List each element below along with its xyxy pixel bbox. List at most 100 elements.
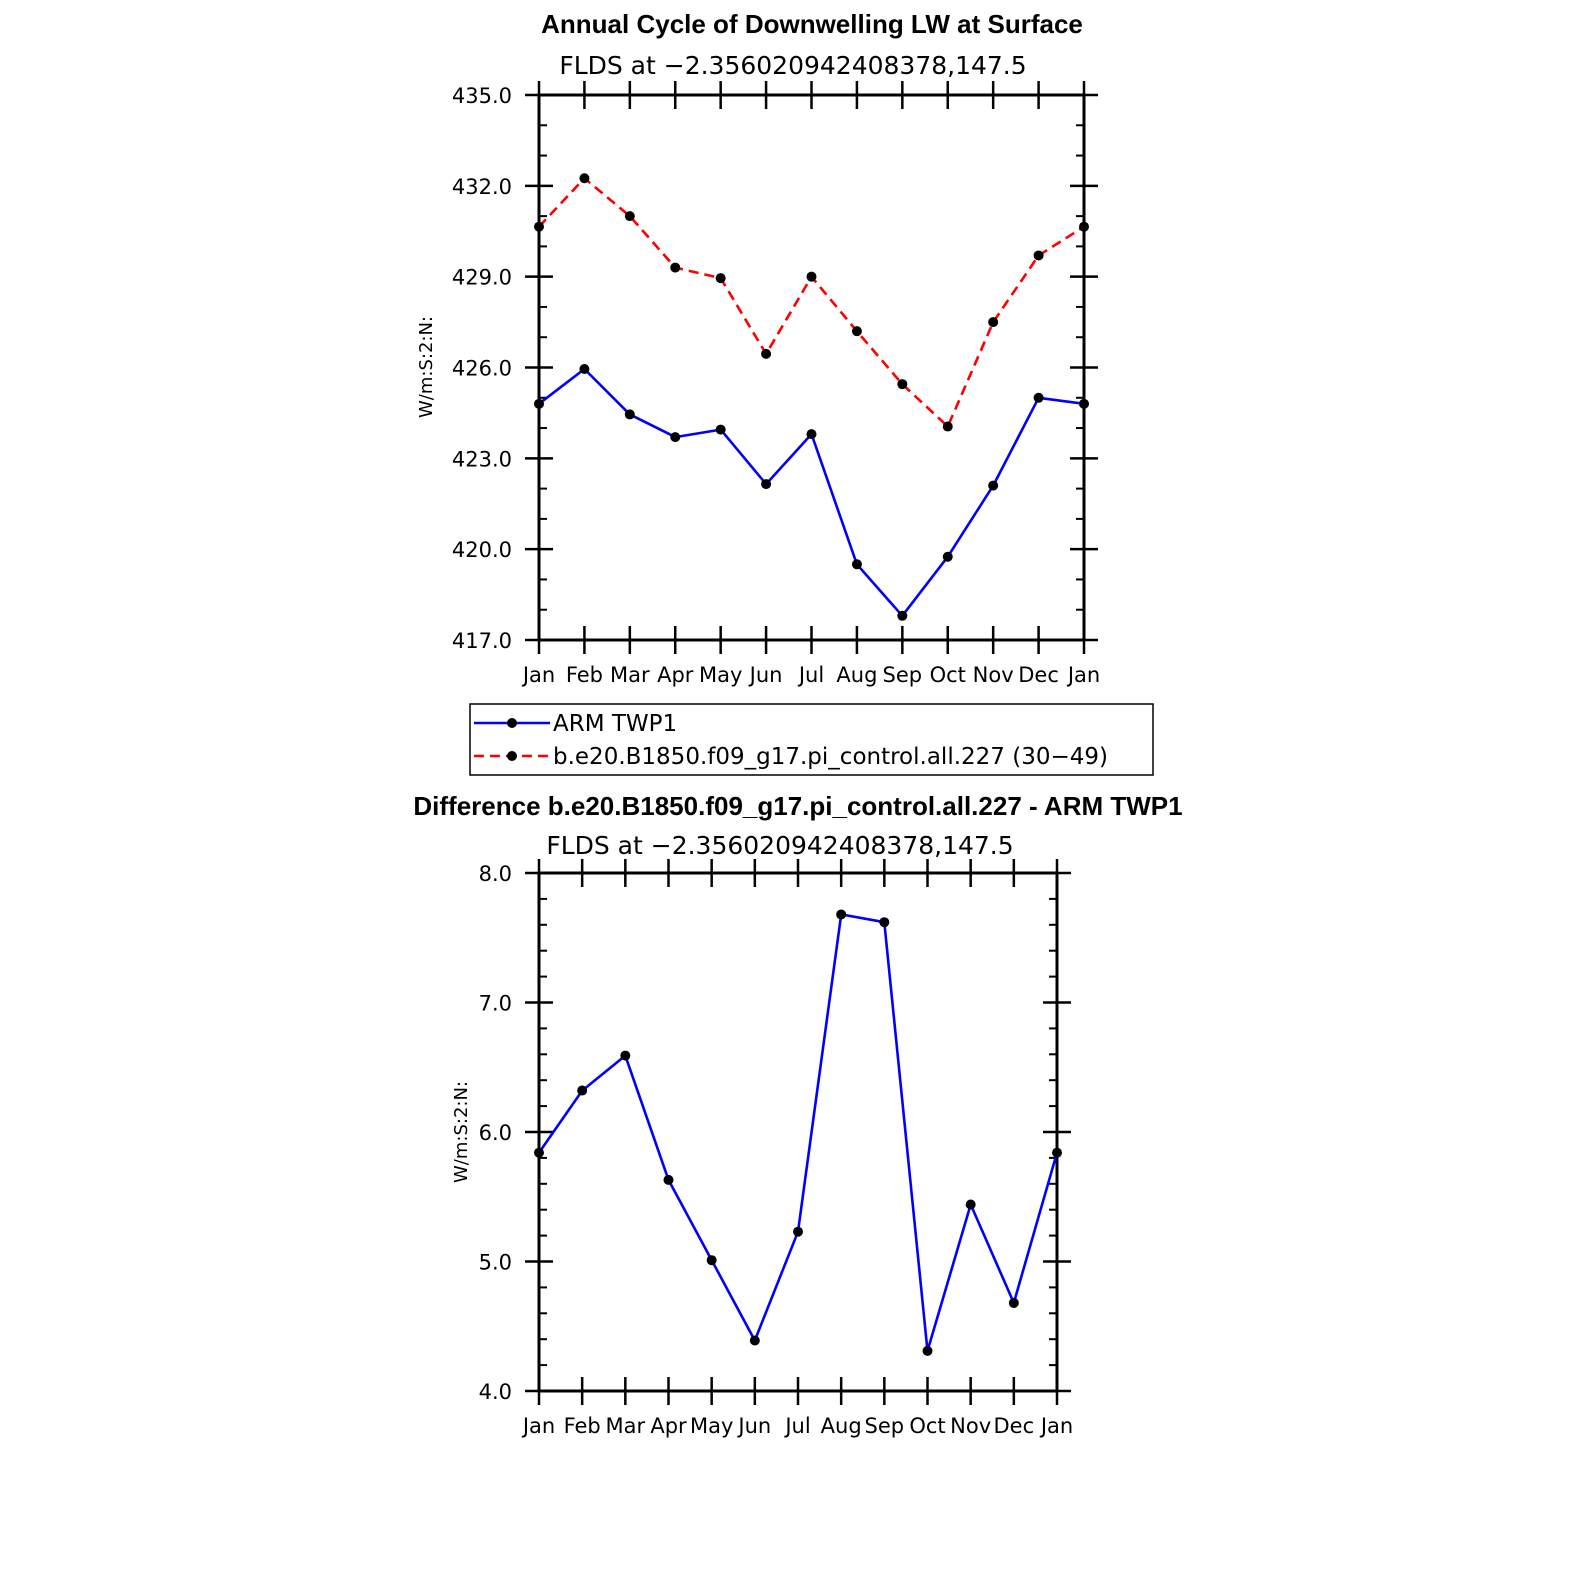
- data-point: [663, 1174, 674, 1185]
- data-point: [624, 211, 635, 222]
- y-tick-label: 429.0: [452, 266, 512, 290]
- y-tick-label: 426.0: [452, 357, 512, 381]
- plot-area: 4.0 5.0 6.0 7.0 8.0 Jan Feb Mar Apr May Jun Jul Aug S…: [479, 859, 1073, 1438]
- data-point: [749, 1335, 760, 1346]
- chart-subtitle: FLDS at −2.356020942408378,147.5: [546, 831, 1013, 860]
- data-point: [879, 917, 890, 928]
- y-tick-label: 420.0: [452, 538, 512, 562]
- data-point: [1052, 1147, 1062, 1158]
- chart-subtitle: FLDS at −2.356020942408378,147.5: [559, 51, 1026, 80]
- series-0: [534, 909, 1062, 1356]
- x-tick-label: Jun: [736, 1414, 771, 1438]
- data-point: [624, 409, 635, 420]
- x-tick-label: Jan: [521, 1414, 555, 1438]
- data-point: [836, 909, 847, 920]
- y-axis-label: W/m:S:2:N:: [451, 1081, 472, 1183]
- data-point: [670, 432, 681, 443]
- data-point: [1033, 392, 1044, 403]
- x-tick-label: Dec: [994, 1414, 1035, 1438]
- x-tick-label: Jun: [748, 663, 783, 687]
- data-point: [806, 271, 817, 282]
- x-tick-label: Jul: [797, 663, 824, 687]
- chart-title: Annual Cycle of Downwelling LW at Surfac…: [541, 9, 1083, 39]
- data-point: [793, 1226, 803, 1237]
- x-tick-label: Apr: [657, 663, 694, 687]
- data-point: [1033, 250, 1044, 261]
- y-tick-label: 4.0: [479, 1380, 512, 1404]
- x-tick-label: Aug: [836, 663, 877, 687]
- x-tick-label: Apr: [650, 1414, 687, 1438]
- data-point: [942, 551, 953, 562]
- legend: ARM TWP1 b.e20.B1850.f09_g17.pi_control.…: [469, 703, 1154, 776]
- data-point: [851, 559, 862, 570]
- x-tick-label: Oct: [930, 663, 966, 687]
- x-tick-label: Dec: [1018, 663, 1059, 687]
- x-tick-label: Aug: [821, 1414, 862, 1438]
- x-tick-label: Nov: [950, 1414, 991, 1438]
- data-point: [806, 429, 817, 440]
- x-tick-label: Oct: [909, 1414, 945, 1438]
- difference-panel: Difference b.e20.B1850.f09_g17.pi_contro…: [413, 791, 1182, 1438]
- x-tick-label: Sep: [865, 1414, 905, 1438]
- data-point: [579, 364, 590, 375]
- data-point: [897, 379, 908, 390]
- annual-cycle-panel: Annual Cycle of Downwelling LW at Surfac…: [416, 9, 1100, 687]
- data-point: [988, 317, 999, 328]
- y-axis-label: W/m:S:2:N:: [416, 316, 437, 418]
- data-point: [670, 262, 681, 273]
- legend-swatch-marker: [507, 718, 517, 728]
- data-point: [1008, 1297, 1019, 1308]
- y-tick-label: 7.0: [479, 992, 512, 1016]
- data-point: [897, 610, 908, 621]
- series-line: [538, 367, 1085, 618]
- x-tick-label: Nov: [973, 663, 1014, 687]
- x-tick-label: Sep: [883, 663, 923, 687]
- data-point: [1079, 398, 1089, 409]
- x-tick-label: Jul: [783, 1414, 810, 1438]
- series-line: [538, 177, 1085, 428]
- legend-box: [469, 703, 1154, 776]
- series-line: [537, 913, 1059, 1353]
- plot-frame: [537, 93, 1086, 642]
- legend-label: ARM TWP1: [553, 711, 677, 737]
- legend-item-model: b.e20.B1850.f09_g17.pi_control.all.227 (…: [474, 744, 1108, 770]
- y-tick-label: 432.0: [452, 175, 512, 199]
- data-point: [715, 424, 726, 435]
- data-point: [988, 480, 999, 491]
- y-tick-label: 8.0: [479, 862, 512, 886]
- x-tick-label: Jan: [521, 663, 555, 687]
- data-point: [706, 1255, 717, 1266]
- chart-title: Difference b.e20.B1850.f09_g17.pi_contro…: [413, 791, 1182, 821]
- plot-frame: [537, 871, 1059, 1393]
- y-tick-label: 435.0: [452, 84, 512, 108]
- data-point: [534, 1147, 544, 1158]
- data-point: [761, 479, 772, 490]
- data-point: [942, 421, 953, 432]
- data-point: [761, 348, 772, 359]
- x-tick-label: Mar: [610, 663, 650, 687]
- legend-label: b.e20.B1850.f09_g17.pi_control.all.227 (…: [553, 744, 1108, 770]
- y-tick-label: 5.0: [479, 1251, 512, 1275]
- y-tick-label: 423.0: [452, 447, 512, 471]
- x-tick-label: Jan: [1039, 1414, 1073, 1438]
- data-point: [534, 221, 544, 232]
- data-point: [715, 273, 726, 284]
- x-tick-label: Jan: [1066, 663, 1100, 687]
- legend-swatch-marker: [507, 751, 517, 761]
- x-tick-label: Feb: [566, 663, 603, 687]
- series-0: [534, 364, 1089, 621]
- data-point: [620, 1050, 631, 1061]
- x-tick-label: May: [690, 1414, 733, 1438]
- x-tick-label: Mar: [606, 1414, 646, 1438]
- data-point: [851, 326, 862, 337]
- x-tick-label: Feb: [564, 1414, 601, 1438]
- plot-area: 417.0 420.0 423.0 426.0 429.0 432.0 435.0 Jan Fe…: [452, 81, 1100, 687]
- data-point: [1079, 221, 1089, 232]
- data-point: [534, 398, 544, 409]
- y-tick-label: 417.0: [452, 629, 512, 653]
- data-point: [922, 1345, 933, 1356]
- data-point: [577, 1085, 588, 1096]
- data-point: [579, 173, 590, 184]
- legend-item-arm-twp1: ARM TWP1: [474, 711, 677, 737]
